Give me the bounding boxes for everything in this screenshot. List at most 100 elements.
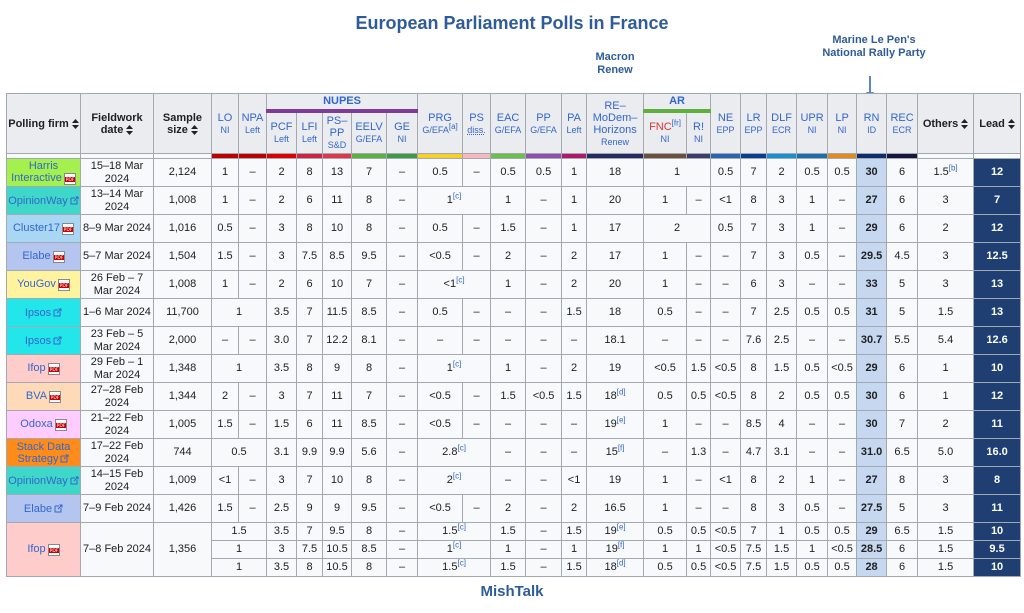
vote-share: – <box>525 410 563 439</box>
vote-share: 0.5 <box>796 354 829 383</box>
firm-link[interactable]: Cluster17 <box>12 222 61 235</box>
vote-share: 3 <box>917 270 975 299</box>
sort-icon[interactable] <box>961 118 969 129</box>
vote-share: 9.5 <box>351 494 387 523</box>
vote-share: <0.5 <box>710 354 742 383</box>
vote-share: – <box>385 354 419 383</box>
vote-share: 7 <box>740 158 768 187</box>
lead-cell: 12.6 <box>973 326 1022 355</box>
vote-share: – <box>462 214 492 243</box>
sample-size: 744 <box>153 438 212 467</box>
column-header: RN ID <box>856 93 888 154</box>
vote-share: 2 <box>266 186 297 215</box>
vote-share: – <box>686 494 712 523</box>
sample-size: 2,124 <box>153 158 212 187</box>
vote-share: <0.5 <box>710 382 742 411</box>
firm-link[interactable]: BVA <box>25 390 48 403</box>
vote-share: – <box>525 438 563 467</box>
vote-share: 0.5 <box>827 382 858 411</box>
vote-share: 1.5 <box>917 522 975 541</box>
vote-share: <0.5 <box>417 242 464 271</box>
lead-cell: 12 <box>973 158 1022 187</box>
firm-link[interactable]: YouGov <box>17 278 56 291</box>
vote-share: 29 <box>856 354 888 383</box>
vote-share: 8 <box>740 354 768 383</box>
firm-link[interactable]: Ifop <box>27 543 46 556</box>
vote-share: 2 <box>490 242 527 271</box>
column-label: NPA <box>241 111 264 124</box>
column-group-code: S&D <box>327 139 347 150</box>
external-link-icon <box>70 196 79 205</box>
sort-icon[interactable] <box>190 124 198 135</box>
firm-link[interactable]: Odoxa <box>20 418 53 431</box>
vote-share: 1 <box>796 214 829 243</box>
vote-share: 6 <box>886 186 919 215</box>
firm-link[interactable]: Stack Data Strategy <box>16 440 71 465</box>
vote-share: 1 <box>796 540 829 559</box>
lead-cell: 8 <box>973 466 1022 495</box>
vote-share: 2.5 <box>766 326 798 355</box>
lead-cell: 12 <box>973 214 1022 243</box>
column-label: FNC <box>649 120 672 133</box>
poll-row: Ipsos 1–6 Mar 2024 11,700 1 3.5 7 11.5 8.5–0.5–… <box>6 298 1022 327</box>
footnote-ref: [b] <box>948 163 958 173</box>
vote-share: 10 <box>322 214 352 243</box>
pdf-icon: PDF <box>57 278 70 291</box>
firm-link[interactable]: Ipsos <box>24 334 52 347</box>
footnote-ref: [f] <box>617 443 625 453</box>
vote-share: – <box>827 242 858 271</box>
column-group-code: Left <box>566 124 582 135</box>
sort-icon[interactable] <box>126 124 134 135</box>
vote-share: 2 <box>211 382 239 411</box>
firm-link[interactable]: Ifop <box>27 362 46 375</box>
vote-share: 0.5 <box>417 214 464 243</box>
column-sub: ECR <box>888 124 916 136</box>
firm-link[interactable]: Ipsos <box>24 306 52 319</box>
vote-share: 7 <box>296 522 323 541</box>
vote-share: 11.5 <box>322 298 352 327</box>
firm-link[interactable]: Elabe <box>22 250 51 263</box>
firm-cell: Stack Data Strategy <box>6 438 81 467</box>
vote-share: 3.0 <box>266 326 297 355</box>
column-group-code: NI <box>397 133 407 144</box>
firm-link[interactable]: Harris Interactive <box>11 160 62 185</box>
column-sub: Left <box>240 124 265 136</box>
firm-link[interactable]: Elabe <box>23 502 53 515</box>
vote-share: 29 <box>856 214 888 243</box>
fieldwork-date: 27–28 Feb 2024 <box>80 382 154 411</box>
sort-icon[interactable] <box>71 118 79 129</box>
vote-share: 1 <box>561 540 588 559</box>
svg-text:PDF: PDF <box>51 395 60 401</box>
column-header: LFI Left <box>296 110 323 154</box>
vote-share: 1 <box>643 410 688 439</box>
column-header: PS–PP S&D <box>322 110 352 154</box>
cell-value: 15 <box>605 446 618 458</box>
footnote-ref: [f] <box>617 540 625 550</box>
sort-icon[interactable] <box>1007 118 1015 129</box>
firm-link[interactable]: OpinionWay <box>8 194 68 207</box>
vote-share: – <box>385 494 419 523</box>
vote-share: 2 <box>766 382 798 411</box>
vote-share: 1 <box>490 270 527 299</box>
vote-share: – <box>525 270 563 299</box>
vote-share: – <box>827 326 858 355</box>
vote-share: – <box>462 326 492 355</box>
vote-share: 0.5 <box>643 522 688 541</box>
vote-share: 5.5 <box>886 326 919 355</box>
sample-size: 1,016 <box>153 214 212 243</box>
column-label: LR <box>746 111 761 124</box>
vote-share: <0.5 <box>525 382 563 411</box>
column-label: Sample size <box>162 111 203 136</box>
column-sub: NI <box>645 133 685 145</box>
fieldwork-date: 15–18 Mar 2024 <box>80 158 154 187</box>
vote-share: 3 <box>266 214 297 243</box>
vote-share: 6 <box>740 270 768 299</box>
vote-share: 8.5 <box>740 410 768 439</box>
vote-share: 1 <box>796 186 829 215</box>
firm-cell: Cluster17 PDF <box>6 214 81 243</box>
column-header: PS diss. <box>462 93 492 154</box>
vote-share: <0.5 <box>710 540 742 559</box>
firm-link[interactable]: OpinionWay <box>8 474 68 487</box>
column-group-code: EPP <box>716 124 735 135</box>
vote-share: 30 <box>856 382 888 411</box>
